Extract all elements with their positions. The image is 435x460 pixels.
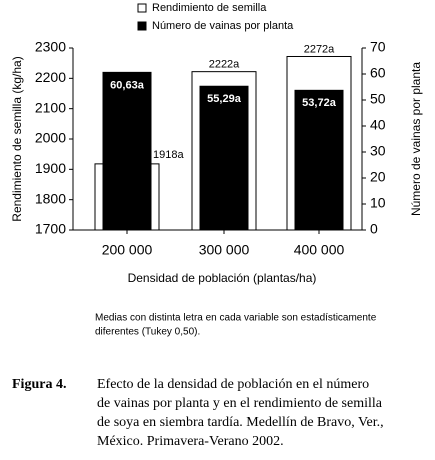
caption-line: de soya en siembra tardía. Medellín de B… — [97, 415, 384, 430]
y-tick-label: 2000 — [35, 130, 66, 146]
x-tick-label: 200 000 — [102, 242, 153, 258]
legend-label: Número de vainas por planta — [152, 20, 294, 32]
note-line: diferentes (Tukey 0,50). — [95, 327, 200, 338]
value-label: 1918a — [153, 149, 184, 161]
value-label: 60,63a — [110, 79, 145, 91]
value-label: 2222a — [209, 59, 240, 71]
y-tick-label: 1700 — [35, 221, 66, 237]
y-tick-label: 2300 — [35, 39, 66, 55]
bar — [102, 71, 152, 231]
bar — [294, 89, 344, 231]
y2-tick-label: 50 — [370, 91, 386, 107]
note-line: Medias con distinta letra en cada variab… — [95, 313, 377, 324]
caption-label: Figura 4. — [12, 377, 66, 392]
x-tick-label: 400 000 — [294, 242, 345, 258]
value-label: 2272a — [304, 43, 335, 55]
bar — [199, 85, 249, 231]
legend-swatch — [137, 3, 147, 13]
y2-tick-label: 70 — [370, 39, 386, 55]
caption-line: de vainas por planta y en el rendimiento… — [97, 396, 383, 411]
y2-tick-label: 10 — [370, 195, 386, 211]
y-tick-label: 2200 — [35, 69, 66, 85]
value-label: 55,29a — [207, 93, 242, 105]
legend-swatch — [137, 21, 147, 31]
y2-tick-label: 0 — [370, 221, 378, 237]
y2-tick-label: 40 — [370, 117, 386, 133]
value-label: 53,72a — [302, 97, 337, 109]
y2-tick-label: 20 — [370, 169, 386, 185]
y-axis-title: Rendimiento de semilla (kg/ha) — [10, 56, 24, 221]
y2-axis-title: Número de vainas por planta — [409, 62, 423, 216]
caption-line: México. Primavera-Verano 2002. — [97, 434, 284, 449]
y2-tick-label: 60 — [370, 65, 386, 81]
x-tick-label: 300 000 — [199, 242, 250, 258]
x-axis-title: Densidad de población (plantas/ha) — [128, 271, 317, 285]
y-tick-label: 1900 — [35, 160, 66, 176]
y-tick-label: 1800 — [35, 190, 66, 206]
caption-line: Efecto de la densidad de población en el… — [97, 377, 369, 392]
y2-tick-label: 30 — [370, 143, 386, 159]
legend-label: Rendimiento de semilla — [152, 2, 267, 14]
y-tick-label: 2100 — [35, 99, 66, 115]
